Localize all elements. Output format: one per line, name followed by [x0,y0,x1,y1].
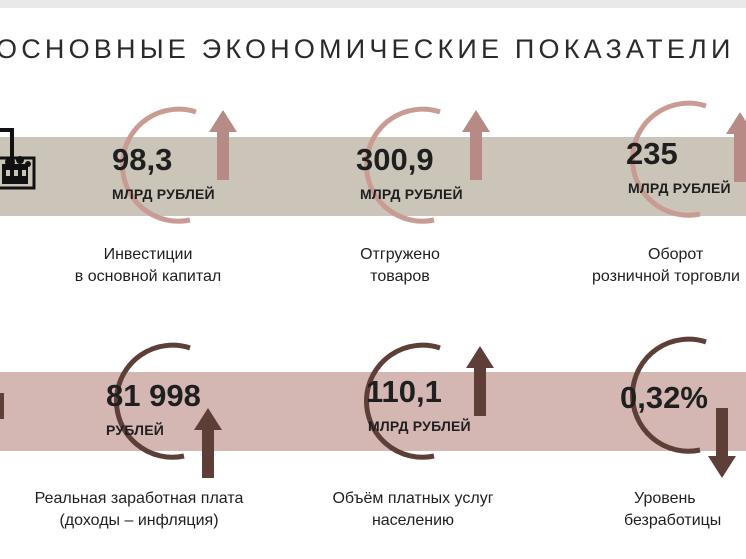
caption-6: Уровень безработицы [624,490,722,529]
caption-1: Инвестиции в основной капитал [74,246,222,285]
value-4: 81 998 [106,378,201,413]
arrow-down-icon [708,408,736,478]
ring-1 [120,106,197,224]
ring-3 [630,100,707,218]
caption-4: Реальная заработная плата (доходы – инфл… [34,490,244,529]
factory-icon [0,128,36,190]
page-title: ОСНОВНЫЕ ЭКОНОМИЧЕСКИЕ ПОКАЗАТЕЛИ [0,34,735,64]
caption-5: Объём платных услуг населению [332,490,494,529]
unit-4: РУБЛЕЙ [106,422,164,438]
top-strip [0,0,746,8]
value-6: 0,32% [620,380,708,415]
value-2: 300,9 [356,142,434,177]
value-5: 110,1 [366,374,442,409]
bottom-band [0,372,746,451]
arrow-up-icon [726,112,746,182]
unit-5: МЛРД РУБЛЕЙ [368,418,471,434]
unit-2: МЛРД РУБЛЕЙ [360,186,463,202]
arrow-up-icon [194,408,222,478]
edge-mark [0,393,4,419]
unit-1: МЛРД РУБЛЕЙ [112,186,215,202]
value-1: 98,3 [112,142,173,177]
ring-4 [114,342,191,460]
ring-2 [364,106,441,224]
caption-2: Отгружено товаров [360,246,440,285]
caption-3: Оборот розничной торговли [592,246,740,285]
value-3: 235 [626,136,678,171]
ring-6 [630,336,707,454]
arrow-up-icon [462,110,490,180]
unit-3: МЛРД РУБЛЕЙ [628,180,731,196]
ring-5 [364,342,441,460]
arrow-up-icon [209,110,237,180]
arrow-up-icon [466,346,494,416]
